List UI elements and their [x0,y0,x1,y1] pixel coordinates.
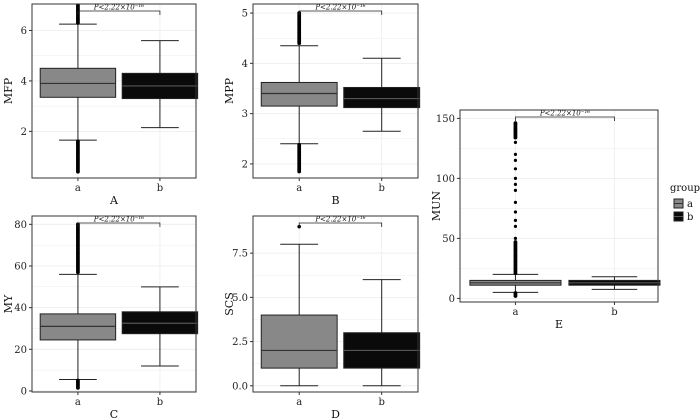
box-iqr [343,86,421,109]
significance-bracket [298,10,383,15]
outlier-point [513,200,518,204]
outlier-point [513,240,518,244]
outlier-point [513,291,518,295]
y-tick-label: 4 [21,76,27,87]
outlier-point [76,378,80,383]
p-value-label: P<2.22×10⁻¹⁶ [93,4,144,12]
y-tick-label: 60 [14,261,27,272]
plot-background [460,110,658,302]
box-a [469,121,562,298]
y-tick-label: 7.5 [232,249,248,260]
panel-a: P<2.22×10⁻¹⁶ 2 4 6 a b MFP A [2,3,199,207]
p-value-label: P<2.22×10⁻¹⁶ [539,110,590,118]
x-tick-label: b [611,307,617,318]
y-tick-label: 80 [14,220,27,231]
box-iqr [260,81,338,107]
box-a [39,222,117,390]
y-tick-label: 150 [436,114,455,125]
x-tick-label: a [296,183,302,194]
x-tick-label: a [512,307,518,318]
outlier-point [513,121,518,126]
box-a [260,224,338,387]
x-tick-label: b [378,183,384,194]
panel-label: C [110,408,118,419]
outlier-point [513,167,518,171]
outlier-point [513,210,518,214]
y-tick-label: 3 [242,109,248,120]
outlier-point [297,142,302,147]
panel-label: D [331,408,340,419]
y-tick-label: 40 [14,303,27,314]
panel-d: P<2.22×10⁻¹⁶ 0.0 2.5 5.0 7.5 a b SCS D [223,215,421,419]
plot-frame [31,3,197,179]
p-value-label: P<2.22×10⁻¹⁶ [314,216,365,224]
plot-frame [459,109,659,303]
y-axis-title: SCS [223,292,236,316]
outlier-point [513,176,518,180]
y-tick-label: 2 [21,127,27,138]
y-tick-label: 50 [442,234,455,245]
y-tick-label: 0 [21,386,27,397]
box-a [260,11,338,174]
y-tick-label: 20 [14,345,27,356]
box-iqr [39,67,117,98]
y-tick-label: 6 [21,26,27,37]
x-tick-label: b [157,183,163,194]
p-value-label: P<2.22×10⁻¹⁶ [314,4,365,12]
outlier-point [513,224,518,228]
x-tick-label: a [75,397,81,408]
box-b [121,40,199,129]
legend-label-a: a [687,199,693,210]
y-tick-label: 100 [436,174,455,185]
outlier-point [513,152,518,156]
outlier-point [513,140,518,144]
outlier-point [513,158,518,162]
y-tick-label: 4 [242,59,248,70]
plot-frame [252,3,419,179]
box-b [568,276,661,290]
y-tick-label: 0 [449,294,455,305]
panel-label: B [331,194,339,207]
panel-b: P<2.22×10⁻¹⁶ 2 3 4 5 a b MPP B [223,3,421,207]
x-tick-label: a [75,183,81,194]
y-tick-label: 2 [242,159,248,170]
plot-frame [252,215,419,393]
x-tick-label: a [296,397,302,408]
y-axis-title: MUN [430,191,443,222]
panel-c: P<2.22×10⁻¹⁶ 0 20 40 60 80 a b MY C [2,215,199,419]
significance-bracket [77,10,161,15]
y-tick-label: 5 [242,9,248,20]
box-b [343,57,421,132]
outlier-point [513,236,518,240]
box-b [121,286,199,367]
legend-title: group [670,183,700,194]
panel-label: A [109,194,119,207]
y-tick-label: 5.0 [232,293,248,304]
outlier-point [513,188,518,192]
box-a [39,3,117,174]
outlier-point [76,139,80,144]
box-b [343,279,421,387]
p-value-label: P<2.22×10⁻¹⁶ [93,216,144,224]
box-iqr [260,314,338,369]
legend: group a b [670,183,700,223]
y-axis-title: MFP [2,77,15,104]
y-tick-label: 2.5 [232,337,248,348]
x-tick-label: b [378,397,384,408]
significance-bracket [515,116,615,121]
x-tick-label: b [157,397,163,408]
significance-bracket [298,222,383,227]
panel-e: P<2.22×10⁻¹⁶ 0 50 100 150 a b MUN E [430,109,661,331]
significance-bracket [77,222,161,227]
outlier-point [513,218,518,222]
panels: P<2.22×10⁻¹⁶ 2 4 6 a b MFP A P<2.22×10⁻¹⁶ 2 3 4 5 a b M… [2,3,661,419]
y-axis-title: MPP [223,77,236,104]
y-tick-label: 0.0 [232,381,248,392]
plot-frame [31,215,197,393]
panel-label: E [555,318,563,331]
y-axis-title: MY [2,294,15,313]
outlier-point [513,182,518,186]
legend-label-b: b [687,212,693,223]
